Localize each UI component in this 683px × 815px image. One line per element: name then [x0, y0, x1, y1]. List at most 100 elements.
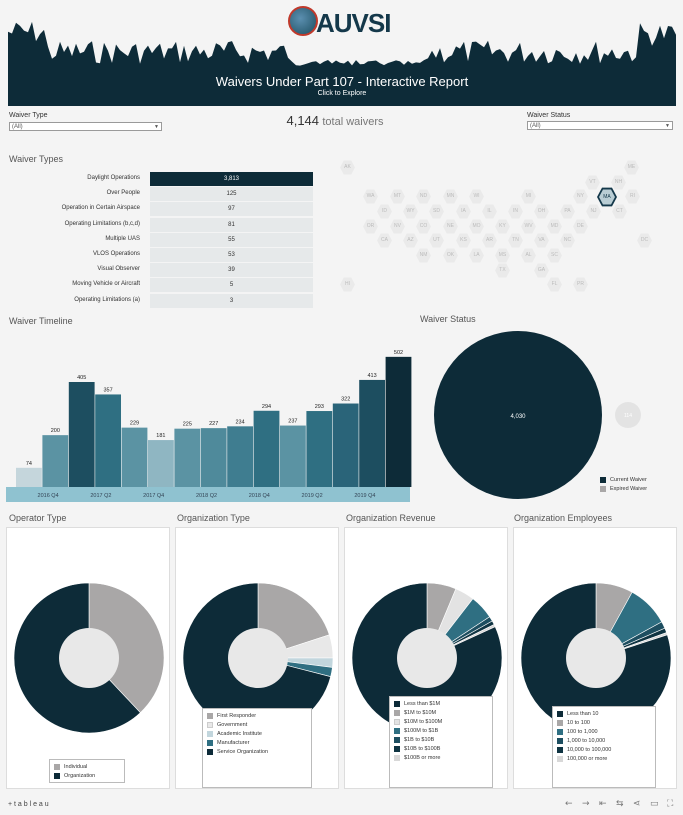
waiver-type-select[interactable]: (All) ▼ — [9, 122, 162, 131]
timeline-bar[interactable] — [385, 356, 412, 487]
legend-employees-0[interactable]: Less than 10 — [557, 709, 651, 718]
legend-revenue-4[interactable]: $1B to $10B — [394, 735, 488, 744]
state-hex-nm[interactable]: NM — [416, 248, 431, 263]
legend-current-waiver[interactable]: Current Waiver — [600, 475, 647, 484]
legend-revenue-2[interactable]: $10M to $100M — [394, 717, 488, 726]
legend-revenue-0[interactable]: Less than $1M — [394, 699, 488, 708]
pause-icon[interactable]: ⇆ — [616, 799, 624, 809]
state-hex-mi[interactable]: MI — [521, 189, 536, 204]
state-hex-ny[interactable]: NY — [573, 189, 588, 204]
legend-revenue-5[interactable]: $10B to $100B — [394, 744, 488, 753]
state-hex-wi[interactable]: WI — [469, 189, 484, 204]
state-hex-ar[interactable]: AR — [482, 233, 497, 248]
waiver-type-count[interactable]: 81 — [150, 217, 313, 232]
state-hex-dc[interactable]: DC — [637, 233, 652, 248]
waiver-type-label[interactable]: Operation in Certain Airspace — [61, 205, 140, 212]
legend-revenue-1[interactable]: $1M to $10M — [394, 708, 488, 717]
legend-academic-institute[interactable]: Academic Institute — [207, 729, 307, 738]
timeline-bar[interactable] — [148, 440, 174, 487]
waiver-type-count[interactable]: 3,813 — [150, 172, 313, 186]
timeline-bar[interactable] — [280, 425, 306, 487]
waiver-type-count[interactable]: 3 — [150, 293, 313, 308]
state-hex-nv[interactable]: NV — [390, 219, 405, 234]
state-hex-in[interactable]: IN — [508, 204, 523, 219]
state-hex-ca[interactable]: CA — [377, 233, 392, 248]
state-hex-az[interactable]: AZ — [403, 233, 418, 248]
state-hex-mt[interactable]: MT — [390, 189, 405, 204]
state-hex-ks[interactable]: KS — [456, 233, 471, 248]
state-hex-vt[interactable]: VT — [585, 175, 600, 190]
waiver-type-label[interactable]: Operating Limitations (a) — [74, 296, 140, 303]
state-hex-tx[interactable]: TX — [495, 263, 510, 278]
timeline-bar[interactable] — [306, 411, 333, 487]
legend-individual[interactable]: Individual — [54, 762, 120, 771]
waiver-type-label[interactable]: Moving Vehicle or Aircraft — [72, 281, 140, 288]
legend-government[interactable]: Government — [207, 720, 307, 729]
state-hex-pr[interactable]: PR — [573, 277, 588, 292]
legend-revenue-3[interactable]: $100M to $1B — [394, 726, 488, 735]
state-hex-id[interactable]: ID — [377, 204, 392, 219]
state-hex-pa[interactable]: PA — [560, 204, 575, 219]
revert-icon[interactable]: ⇤ — [599, 799, 607, 809]
redo-icon[interactable]: → — [582, 799, 590, 809]
state-hex-ut[interactable]: UT — [429, 233, 444, 248]
legend-employees-5[interactable]: 100,000 or more — [557, 754, 651, 763]
timeline-bar[interactable] — [16, 467, 42, 487]
state-hex-sd[interactable]: SD — [429, 204, 444, 219]
legend-revenue-6[interactable]: $100B or more — [394, 753, 488, 762]
timeline-bar[interactable] — [227, 426, 253, 487]
state-hex-ga[interactable]: GA — [534, 263, 549, 278]
timeline-bar[interactable] — [95, 394, 121, 487]
legend-employees-1[interactable]: 10 to 100 — [557, 718, 651, 727]
waiver-type-count[interactable]: 55 — [150, 232, 313, 247]
timeline-bar[interactable] — [253, 410, 280, 487]
waiver-type-label[interactable]: VLOS Operations — [92, 251, 140, 257]
undo-icon[interactable]: ← — [565, 799, 573, 809]
state-hex-wv[interactable]: WV — [521, 219, 536, 234]
state-hex-mn[interactable]: MN — [443, 189, 458, 204]
state-hex-fl[interactable]: FL — [547, 277, 562, 292]
state-hex-nd[interactable]: ND — [416, 189, 431, 204]
click-to-explore[interactable]: Click to Explore — [317, 90, 367, 97]
legend-expired-waiver[interactable]: Expired Waiver — [600, 484, 647, 493]
legend-manufacturer[interactable]: Manufacturer — [207, 738, 307, 747]
status-pie-current[interactable] — [434, 331, 602, 499]
state-hex-oh[interactable]: OH — [534, 204, 549, 219]
legend-employees-4[interactable]: 10,000 to 100,000 — [557, 745, 651, 754]
state-hex-va[interactable]: VA — [534, 233, 549, 248]
state-hex-de[interactable]: DE — [573, 219, 588, 234]
state-hex-ma[interactable]: MA — [597, 187, 617, 207]
waiver-status-select[interactable]: (All) ▼ — [527, 121, 673, 130]
timeline-bar[interactable] — [332, 403, 359, 487]
donut-slice[interactable] — [88, 582, 165, 714]
state-hex-nc[interactable]: NC — [560, 233, 575, 248]
state-hex-il[interactable]: IL — [482, 204, 497, 219]
waiver-type-label[interactable]: Daylight Operations — [87, 175, 140, 181]
state-hex-ky[interactable]: KY — [495, 219, 510, 234]
fullscreen-icon[interactable]: ⛶ — [667, 799, 674, 809]
state-hex-nh[interactable]: NH — [611, 175, 626, 190]
legend-first-responder[interactable]: First Responder — [207, 711, 307, 720]
legend-organization[interactable]: Organization — [54, 771, 120, 780]
timeline-bar[interactable] — [42, 435, 69, 487]
timeline-bar[interactable] — [359, 379, 385, 487]
legend-employees-2[interactable]: 100 to 1,000 — [557, 727, 651, 736]
state-hex-ct[interactable]: CT — [612, 204, 627, 219]
legend-service-organization[interactable]: Service Organization — [207, 747, 307, 756]
state-hex-tn[interactable]: TN — [508, 233, 523, 248]
waiver-type-count[interactable]: 125 — [150, 187, 313, 202]
comment-icon[interactable]: ▭ — [650, 799, 659, 809]
state-hex-wa[interactable]: WA — [363, 189, 378, 204]
timeline-bar[interactable] — [121, 427, 148, 487]
state-hex-ia[interactable]: IA — [456, 204, 471, 219]
timeline-bar[interactable] — [68, 382, 95, 487]
state-hex-ne[interactable]: NE — [443, 219, 458, 234]
timeline-bar[interactable] — [174, 428, 201, 487]
state-hex-me[interactable]: ME — [624, 160, 639, 175]
state-hex-sc[interactable]: SC — [547, 248, 562, 263]
waiver-type-count[interactable]: 5 — [150, 278, 313, 293]
status-pie-expired[interactable] — [615, 402, 641, 428]
state-hex-ri[interactable]: RI — [625, 189, 640, 204]
state-hex-ms[interactable]: MS — [495, 248, 510, 263]
state-hex-nj[interactable]: NJ — [586, 204, 601, 219]
